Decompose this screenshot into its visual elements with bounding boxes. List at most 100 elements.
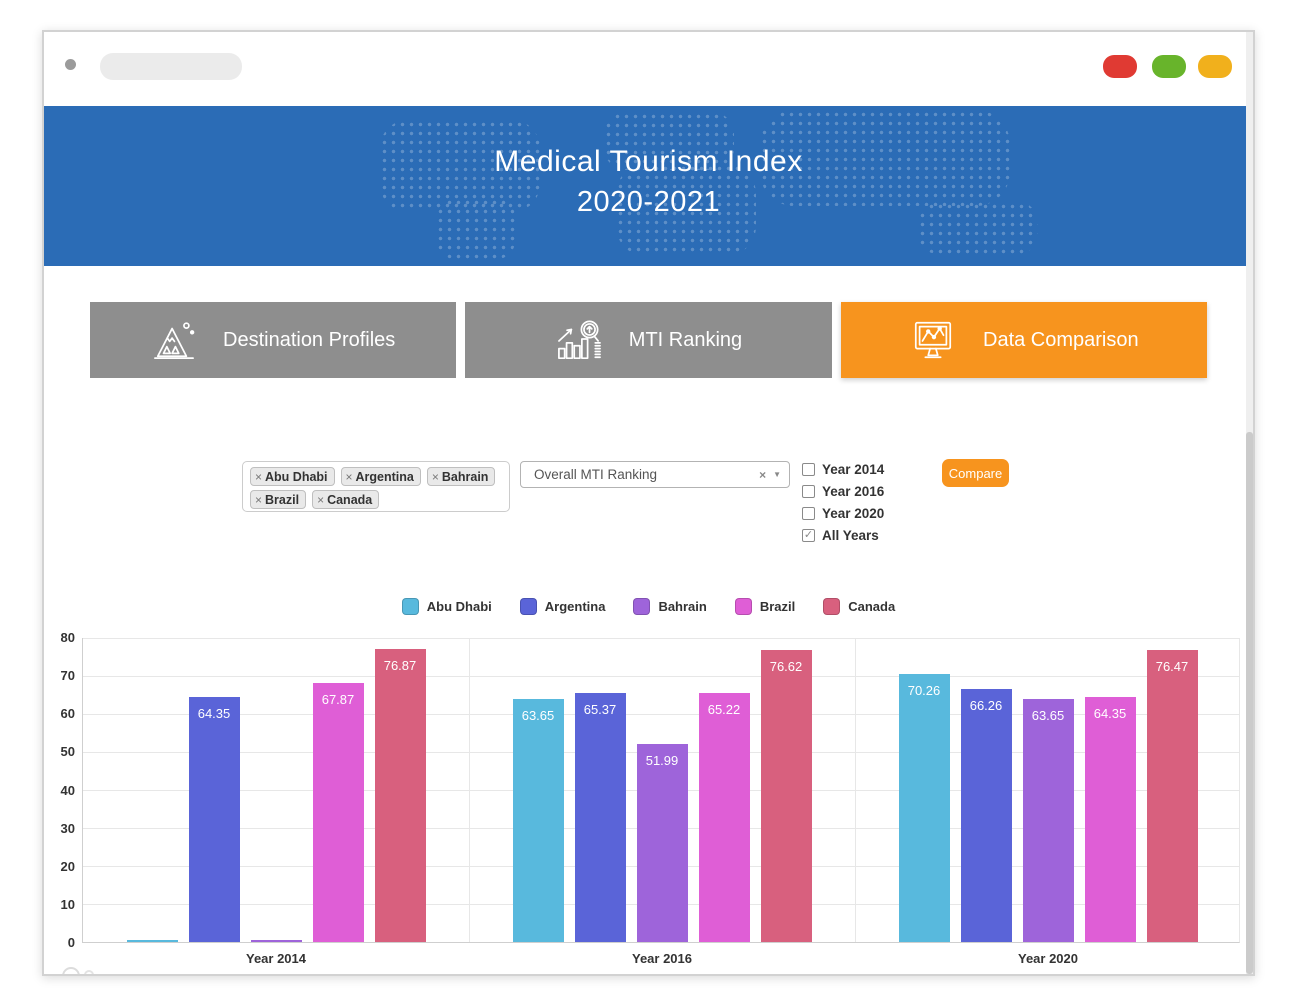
legend-label: Canada — [848, 599, 896, 614]
bar-canada-year-2016[interactable]: 76.62 — [760, 649, 812, 942]
checkbox-label: Year 2014 — [822, 461, 885, 477]
remove-tag-icon[interactable]: × — [431, 469, 439, 484]
bar-canada-year-2020[interactable]: 76.47 — [1146, 650, 1198, 942]
bar-abu-dhabi-year-2016[interactable]: 63.65 — [512, 699, 564, 942]
legend-item-canada[interactable]: Canada — [823, 598, 895, 615]
window-dot-icon — [65, 59, 76, 70]
destination-tag[interactable]: × Argentina — [340, 467, 421, 486]
y-axis-label: 70 — [60, 668, 75, 684]
bar-bahrain-year-2020[interactable]: 63.65 — [1022, 699, 1074, 942]
y-axis-label: 0 — [67, 935, 75, 950]
bar-value-label: 70.26 — [907, 683, 941, 699]
checkbox-unchecked-icon[interactable] — [802, 462, 815, 476]
tag-label: Brazil — [265, 492, 300, 507]
bar-value-label: 64.35 — [1093, 705, 1127, 721]
app-window: Medical Tourism Index 2020-2021 Destinat… — [42, 30, 1255, 976]
legend-item-brazil[interactable]: Brazil — [734, 598, 795, 615]
legend-item-bahrain[interactable]: Bahrain — [633, 598, 707, 615]
remove-tag-icon[interactable]: × — [317, 492, 325, 507]
remove-tag-icon[interactable]: × — [255, 469, 263, 484]
tag-label: Abu Dhabi — [265, 469, 328, 484]
chevron-down-icon: ▼ — [773, 470, 781, 479]
bar-abu-dhabi-year-2020[interactable]: 70.26 — [898, 674, 950, 942]
x-axis-label: Year 2014 — [245, 951, 306, 966]
legend-label: Abu Dhabi — [426, 599, 492, 614]
tag-label: Argentina — [355, 469, 414, 484]
bar-argentina-year-2016[interactable]: 65.37 — [574, 692, 626, 942]
y-axis-label: 80 — [60, 630, 75, 645]
legend-label: Argentina — [544, 599, 606, 614]
bar-brazil-year-2020[interactable]: 64.35 — [1084, 696, 1136, 942]
browser-bar — [44, 32, 1253, 106]
tab-label: Data Comparison — [983, 328, 1139, 351]
legend-swatch — [519, 598, 537, 615]
destination-tag[interactable]: × Brazil — [250, 490, 307, 509]
y-axis-label: 10 — [60, 896, 75, 912]
x-axis-label: Year 2016 — [631, 951, 692, 966]
bar-value-label: 64.35 — [197, 705, 231, 721]
bar-abu-dhabi-year-2014[interactable] — [126, 940, 178, 942]
worldmap-dots — [918, 202, 1038, 254]
legend-item-abu-dhabi[interactable]: Abu Dhabi — [401, 598, 492, 615]
worldmap-dots — [380, 120, 540, 212]
legend-item-argentina[interactable]: Argentina — [519, 598, 606, 615]
bar-bahrain-year-2014[interactable] — [250, 940, 302, 942]
checkbox-unchecked-icon[interactable] — [802, 506, 815, 520]
worldmap-dots — [616, 164, 756, 256]
bar-value-label: 76.62 — [769, 658, 803, 674]
bar-value-label: 51.99 — [645, 752, 679, 768]
checkbox-unchecked-icon[interactable] — [802, 484, 815, 498]
legend-label: Bahrain — [658, 599, 707, 614]
worldmap-dots — [760, 110, 1010, 206]
destination-tag[interactable]: × Abu Dhabi — [250, 467, 335, 486]
bar-argentina-year-2014[interactable]: 64.35 — [188, 696, 240, 942]
checkbox-year-2014[interactable]: Year 2014 — [802, 458, 884, 480]
tab-mti-ranking[interactable]: MTI Ranking — [465, 302, 832, 378]
compare-button[interactable]: Compare — [942, 459, 1009, 487]
destination-tag[interactable]: × Canada — [312, 490, 380, 509]
bar-argentina-year-2020[interactable]: 66.26 — [960, 689, 1012, 942]
y-axis-label: 30 — [60, 820, 75, 836]
bar-canada-year-2014[interactable]: 76.87 — [374, 648, 426, 942]
checkbox-checked-icon[interactable]: ✓ — [802, 528, 815, 542]
checkbox-year-2016[interactable]: Year 2016 — [802, 480, 884, 502]
page-title-line2: 2020-2021 — [576, 186, 721, 218]
tab-data-comparison[interactable]: Data Comparison — [840, 302, 1207, 378]
page-title: Medical Tourism Index 2020-2021 — [44, 142, 1253, 222]
tag-label: Bahrain — [441, 469, 489, 484]
checkbox-all-years[interactable]: ✓ All Years — [802, 524, 884, 546]
bar-bahrain-year-2016[interactable]: 51.99 — [636, 743, 688, 942]
gridline — [83, 637, 1239, 639]
scrollbar-thumb[interactable] — [1246, 432, 1253, 974]
metric-select[interactable]: Overall MTI Ranking × ▼ — [520, 461, 790, 488]
tab-destination-profiles[interactable]: Destination Profiles — [90, 302, 457, 378]
ranking-search-icon — [555, 318, 603, 362]
minimize-button[interactable] — [1198, 55, 1232, 78]
legend-swatch — [823, 598, 841, 615]
monitor-chart-icon — [909, 318, 957, 362]
bar-brazil-year-2016[interactable]: 65.22 — [698, 693, 750, 942]
page-title-line1: Medical Tourism Index — [494, 145, 803, 178]
clear-selection-icon[interactable]: × — [759, 467, 767, 482]
bar-value-label: 67.87 — [321, 692, 355, 708]
remove-tag-icon[interactable]: × — [345, 469, 353, 484]
group-separator — [468, 638, 470, 942]
hero-banner: Medical Tourism Index 2020-2021 — [44, 106, 1253, 266]
checkbox-label: Year 2020 — [822, 505, 885, 521]
bar-value-label: 76.87 — [383, 657, 417, 673]
destination-tag[interactable]: × Bahrain — [426, 467, 496, 486]
bar-value-label: 66.26 — [969, 698, 1003, 714]
bar-value-label: 65.22 — [707, 702, 741, 718]
legend-swatch — [734, 598, 752, 615]
legend-swatch — [401, 598, 419, 615]
bar-value-label: 65.37 — [583, 701, 617, 717]
close-button[interactable] — [1103, 55, 1137, 78]
remove-tag-icon[interactable]: × — [255, 492, 263, 507]
maximize-button[interactable] — [1152, 55, 1186, 78]
y-axis-label: 40 — [60, 782, 75, 798]
checkbox-year-2020[interactable]: Year 2020 — [802, 502, 884, 524]
destination-multiselect[interactable]: × Abu Dhabi × Argentina × Bahrain × Brazil × Cana… — [242, 461, 510, 512]
bar-brazil-year-2014[interactable]: 67.87 — [312, 683, 364, 942]
bar-value-label: 63.65 — [1031, 708, 1065, 724]
clipped-logo — [60, 965, 106, 974]
